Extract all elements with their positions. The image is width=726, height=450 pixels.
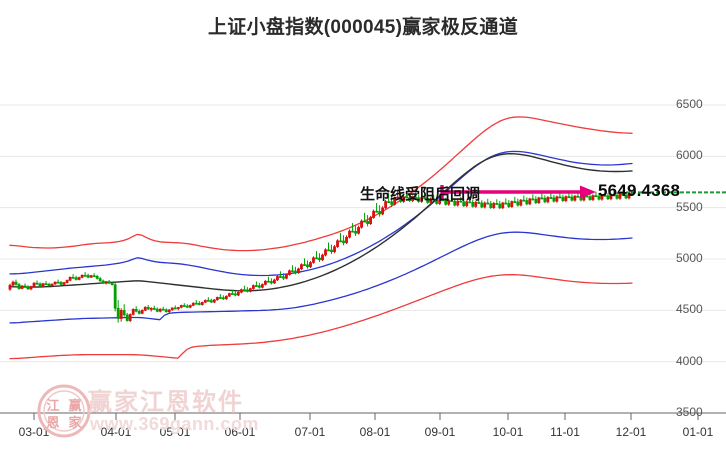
last-price-label: 5649.4368 — [598, 181, 681, 200]
x-axis-tick-label: 12-01 — [615, 425, 647, 439]
chart-title: 上证小盘指数(000045)赢家极反通道 — [207, 17, 519, 38]
stamp-char-2: 恩 — [46, 415, 59, 430]
x-axis-tick-label: 06-01 — [224, 425, 256, 439]
stamp-char-3: 家 — [68, 415, 82, 430]
x-axis-tick-label: 04-01 — [100, 425, 132, 439]
candlestick-series — [8, 190, 634, 323]
annotation-overlay — [440, 185, 726, 199]
channel-bands — [9, 116, 633, 360]
y-axis-tick-label: 5500 — [676, 199, 703, 214]
watermark-brand-text: 赢家江恩软件 — [88, 389, 244, 416]
y-axis-tick-label: 6500 — [676, 97, 703, 111]
x-axis-tick-label: 09-01 — [424, 425, 456, 439]
axis-lines — [0, 412, 726, 420]
x-axis-tick-label: 05-01 — [159, 425, 191, 439]
x-axis-tick-label: 07-01 — [294, 425, 326, 439]
x-axis-tick-label: 11-01 — [550, 425, 580, 439]
gridlines — [0, 104, 726, 414]
stamp-char-0: 江 — [46, 398, 59, 413]
y-axis-tick-label: 3500 — [676, 405, 703, 419]
watermark-url-text: www.369gann.com — [90, 414, 259, 434]
y-axis-tick-label: 4000 — [676, 353, 703, 368]
x-axis-tick-label: 10-01 — [492, 425, 524, 439]
y-axis-tick-label: 5000 — [676, 251, 703, 265]
seal-stamp-logo: 江 赢 恩 家 — [37, 384, 91, 438]
y-axis-tick-label: 4500 — [676, 302, 703, 317]
y-axis-tick-label: 6000 — [676, 148, 703, 163]
stamp-char-1: 赢 — [68, 398, 81, 413]
x-axis-tick-label: 08-01 — [359, 425, 391, 439]
chart-annotation-label: 生命线受阻后回调 — [360, 186, 481, 203]
x-axis-tick-label: 03-01 — [18, 425, 50, 439]
x-axis-tick-label: 01-01 — [682, 425, 714, 439]
